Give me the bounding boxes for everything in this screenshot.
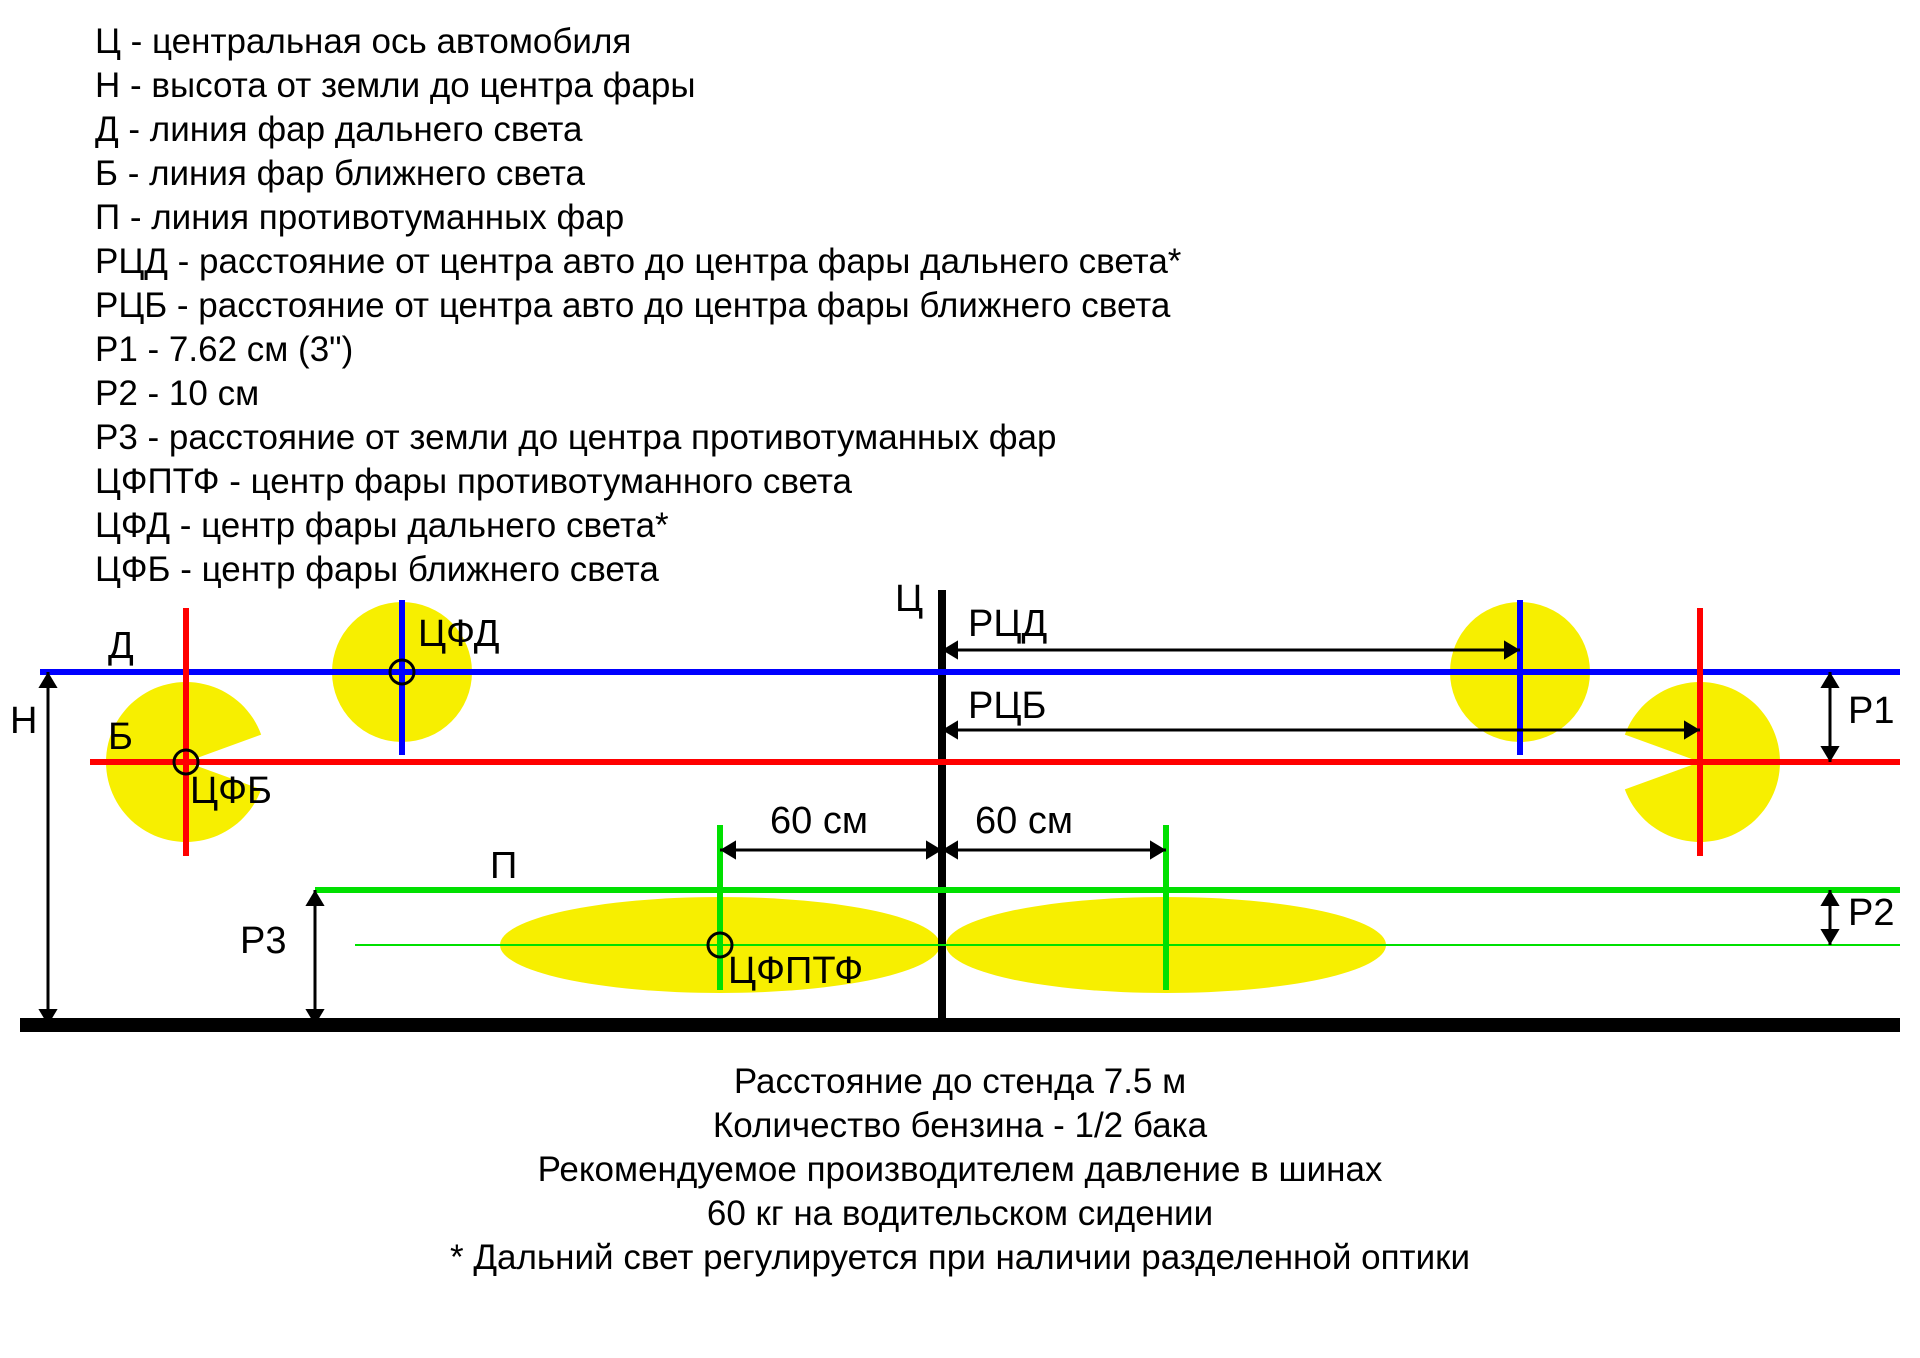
label-high-beam-line: Д — [108, 625, 134, 668]
label-fog-line: П — [490, 845, 517, 888]
footer-line: * Дальний свет регулируется при наличии … — [0, 1236, 1920, 1280]
footer-line: 60 кг на водительском сидении — [0, 1192, 1920, 1236]
label-height: Н — [10, 700, 37, 743]
label-60cm-right: 60 см — [975, 800, 1073, 843]
label-p1: Р1 — [1848, 690, 1894, 733]
footer-block: Расстояние до стенда 7.5 м Количество бе… — [0, 1060, 1920, 1280]
label-low-beam-line: Б — [108, 716, 133, 759]
label-rcb: РЦБ — [968, 685, 1046, 728]
diagram-root: Ц - центральная ось автомобиля Н - высот… — [0, 0, 1920, 1358]
label-low-beam-center: ЦФБ — [190, 770, 272, 813]
footer-line: Рекомендуемое производителем давление в … — [0, 1148, 1920, 1192]
label-60cm-left: 60 см — [770, 800, 868, 843]
footer-line: Количество бензина - 1/2 бака — [0, 1104, 1920, 1148]
label-fog-center: ЦФПТФ — [728, 950, 863, 993]
label-p2: Р2 — [1848, 892, 1894, 935]
label-rcd: РЦД — [968, 603, 1047, 646]
label-center-axis: Ц — [895, 578, 923, 621]
footer-line: Расстояние до стенда 7.5 м — [0, 1060, 1920, 1104]
label-high-beam-center: ЦФД — [418, 613, 499, 656]
label-r3: Р3 — [240, 920, 286, 963]
